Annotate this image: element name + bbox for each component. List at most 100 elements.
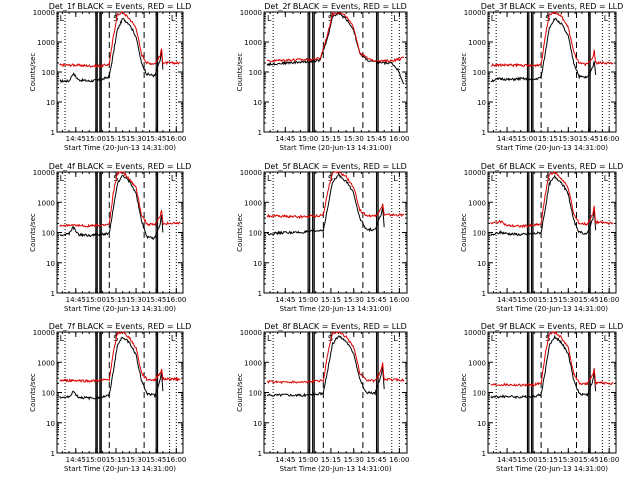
x-tick-label: 15:30 [558,296,578,304]
x-tick-label: 15:45 [366,135,386,143]
y-axis-label: Counts/sec [29,53,37,92]
series-line-lld [490,171,614,229]
y-tick-label: 1 [51,290,55,298]
marker-label: L [491,14,496,23]
x-tick-label: 15:30 [344,456,364,464]
x-tick-label: 15:00 [517,296,537,304]
y-tick-label: 100 [473,230,486,238]
x-axis-label: Start Time (20-Jun-13 14:31:00) [496,144,608,152]
y-tick-label: 1000 [244,199,262,207]
y-tick-label: 1000 [37,199,55,207]
x-tick-label: 14:45 [497,135,517,143]
x-tick-label: 16:00 [166,296,186,304]
y-axis-label: Counts/sec [236,213,244,252]
marker-label: L [604,334,609,343]
x-tick-label: 15:00 [86,456,106,464]
plot-frame [56,11,184,133]
marker-label: L [393,14,398,23]
marker-label: S [545,174,550,183]
y-tick-label: 10000 [464,329,486,337]
series-line-events [59,336,164,401]
y-tick-label: 10000 [464,9,486,17]
panel-7: Det_7f BLACK = Events, RED = LLD 1 10 100 10… [29,322,191,473]
x-tick-label: 14:45 [66,135,86,143]
x-tick-label: 14:45 [66,296,86,304]
series-line-lld [490,10,614,68]
y-tick-label: 100 [249,69,262,77]
panel-title: Det_3f BLACK = Events, RED = LLD [481,2,624,11]
y-tick-label: 100 [42,230,55,238]
marker-label: S [328,14,333,23]
marker-label: L [60,174,65,183]
x-tick-label: 15:15 [106,135,126,143]
x-tick-label: 15:45 [146,456,166,464]
panel-6: Det_6f BLACK = Events, RED = LLD 1 10 100 10… [460,162,623,313]
y-axis-label: Counts/sec [29,213,37,252]
x-tick-label: 15:00 [517,456,537,464]
y-tick-label: 10 [477,260,486,268]
marker-label: L [604,14,609,23]
series-line-events [266,12,405,85]
y-tick-label: 10000 [33,9,55,17]
x-tick-label: 15:30 [126,296,146,304]
x-tick-label: 15:45 [579,456,599,464]
panel-8: Det_8f BLACK = Events, RED = LLD 1 10 100 10… [236,322,409,473]
series-line-lld [266,11,405,63]
series-line-events [59,17,164,84]
marker-label: L [267,334,272,343]
plot-frame [487,11,617,133]
y-tick-label: 1000 [468,359,486,367]
y-tick-label: 1000 [37,359,55,367]
panel-title: Det_7f BLACK = Events, RED = LLD [49,322,192,331]
x-tick-label: 14:45 [275,296,295,304]
x-tick-label: 15:45 [366,456,386,464]
x-tick-label: 16:00 [389,296,409,304]
marker-label: L [60,334,65,343]
x-tick-label: 15:45 [146,135,166,143]
plot-frame [56,331,184,454]
x-tick-label: 15:45 [146,296,166,304]
marker-label: L [171,14,176,23]
x-tick-label: 15:30 [344,296,364,304]
panel-title: Det_9f BLACK = Events, RED = LLD [481,322,624,331]
panel-title: Det_5f BLACK = Events, RED = LLD [264,162,407,171]
marker-label: S [328,174,333,183]
y-tick-label: 10000 [240,329,262,337]
y-tick-label: 10 [46,420,55,428]
x-tick-label: 15:30 [558,135,578,143]
y-tick-label: 1000 [244,39,262,47]
y-tick-label: 1000 [468,39,486,47]
y-tick-label: 1000 [468,199,486,207]
x-tick-label: 16:00 [166,456,186,464]
y-tick-label: 1 [258,450,262,458]
y-tick-label: 10000 [240,169,262,177]
x-tick-label: 15:15 [321,456,341,464]
x-tick-label: 15:00 [298,296,318,304]
plot-frame [263,331,408,454]
y-tick-label: 1 [51,450,55,458]
x-tick-label: 15:45 [366,296,386,304]
panel-title: Det_2f BLACK = Events, RED = LLD [264,2,407,11]
y-tick-label: 100 [42,69,55,77]
y-tick-label: 1 [482,290,486,298]
panel-title: Det_1f BLACK = Events, RED = LLD [49,2,192,11]
marker-label: L [491,174,496,183]
y-tick-label: 10000 [33,329,55,337]
panel-title: Det_6f BLACK = Events, RED = LLD [481,162,624,171]
panel-5: Det_5f BLACK = Events, RED = LLD 1 10 100 10… [236,162,409,313]
x-axis-label: Start Time (20-Jun-13 14:31:00) [496,305,608,313]
y-tick-label: 1 [51,129,55,137]
y-tick-label: 100 [42,390,55,398]
y-axis-label: Counts/sec [460,53,468,92]
series-line-lld [490,330,614,388]
series-line-lld [59,171,181,228]
x-tick-label: 16:00 [599,456,619,464]
x-tick-label: 16:00 [389,456,409,464]
series-line-events [490,17,597,83]
x-tick-label: 14:45 [275,456,295,464]
x-tick-label: 15:15 [321,135,341,143]
x-tick-label: 16:00 [599,135,619,143]
y-axis-label: Counts/sec [460,213,468,252]
y-axis-label: Counts/sec [236,373,244,412]
panel-9: Det_9f BLACK = Events, RED = LLD 1 10 100 10… [460,322,623,473]
